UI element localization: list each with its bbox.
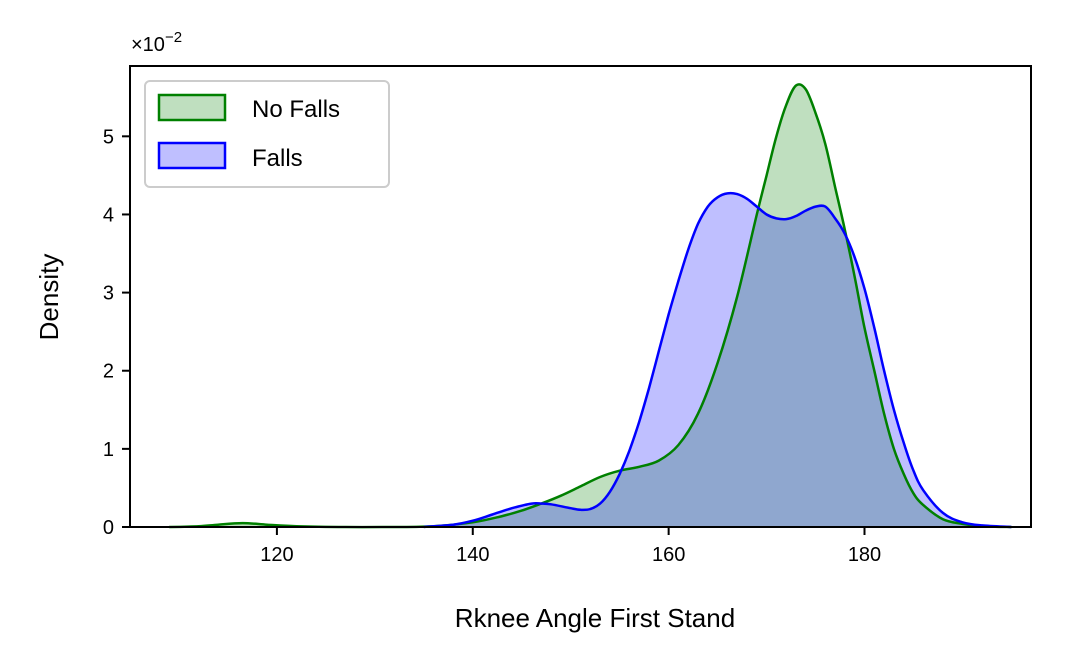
axes-frame (129, 65, 1032, 528)
area-fill-no-falls (169, 84, 1012, 528)
x-tick-label: 180 (848, 544, 881, 566)
legend-swatch-falls (157, 141, 227, 170)
x-tick-label: 160 (652, 544, 685, 566)
legend-swatch-no-falls (157, 93, 227, 122)
x-tick-label: 120 (260, 544, 293, 566)
y-axis: 0 1 2 3 4 5 (103, 126, 130, 539)
y-tick-label: 1 (103, 439, 114, 461)
y-axis-label: Density (34, 254, 64, 341)
y-axis-multiplier: ×10−2 (131, 29, 182, 56)
x-axis: 120 140 160 180 (260, 527, 881, 566)
x-tick-label: 140 (456, 544, 489, 566)
legend-label-no-falls: No Falls (252, 96, 340, 123)
y-tick-label: 3 (103, 283, 114, 305)
y-tick-label: 2 (103, 361, 114, 383)
y-tick-label: 4 (103, 204, 114, 226)
y-axis-multiplier-exponent: −2 (165, 29, 182, 46)
y-axis-multiplier-base: ×10 (131, 34, 165, 56)
y-tick-label: 0 (103, 517, 114, 539)
legend: No Falls Falls (144, 80, 390, 188)
legend-label-falls: Falls (252, 145, 303, 172)
density-line-falls (423, 191, 1012, 529)
y-tick-label: 5 (103, 126, 114, 148)
x-axis-label: Rknee Angle First Stand (455, 603, 735, 633)
